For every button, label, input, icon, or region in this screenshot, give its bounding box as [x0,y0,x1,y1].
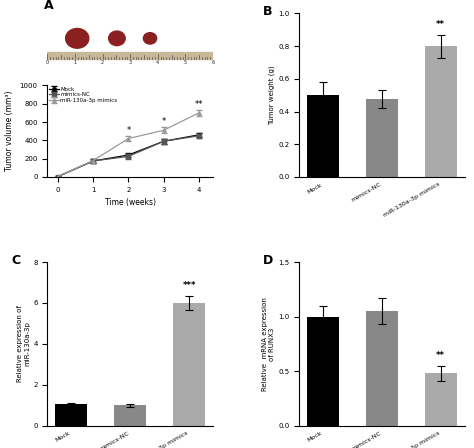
Bar [307,317,339,426]
Text: A: A [44,0,54,13]
Text: 0: 0 [46,60,49,65]
Bar [307,95,339,177]
Text: *: * [126,126,130,135]
Y-axis label: Relative expression of
miR-130a-3p: Relative expression of miR-130a-3p [18,306,30,382]
Text: 5: 5 [184,60,187,65]
Text: 2: 2 [101,60,104,65]
Bar [365,99,398,177]
Legend: Mock, mimics-NC, miR-130a-3p mimics: Mock, mimics-NC, miR-130a-3p mimics [48,86,117,103]
Bar [47,52,213,59]
Bar [114,405,146,426]
Ellipse shape [65,29,89,48]
Bar [425,46,457,177]
Text: 3: 3 [128,60,132,65]
X-axis label: Time (weeks): Time (weeks) [105,198,155,207]
Text: 6: 6 [211,60,215,65]
Text: *: * [162,117,166,126]
Ellipse shape [118,35,122,36]
Bar [55,404,87,426]
Text: **: ** [195,100,203,109]
Ellipse shape [144,33,156,44]
Ellipse shape [109,31,125,46]
Text: **: ** [436,351,445,360]
Text: **: ** [436,20,445,29]
Bar [425,373,457,426]
Text: C: C [11,254,20,267]
Text: 1: 1 [73,60,76,65]
Bar [173,303,205,426]
Ellipse shape [145,34,148,35]
Y-axis label: Tumor weight (g): Tumor weight (g) [269,65,275,125]
Text: B: B [263,5,272,18]
Y-axis label: Tumor volume (mm³): Tumor volume (mm³) [5,91,14,172]
Ellipse shape [69,32,74,33]
Y-axis label: Relative  mRNA expression
of RUNX3: Relative mRNA expression of RUNX3 [262,297,275,391]
Text: 4: 4 [156,60,159,65]
Ellipse shape [80,34,84,35]
Bar [365,311,398,426]
Text: ***: *** [182,281,196,290]
Text: D: D [263,254,273,267]
